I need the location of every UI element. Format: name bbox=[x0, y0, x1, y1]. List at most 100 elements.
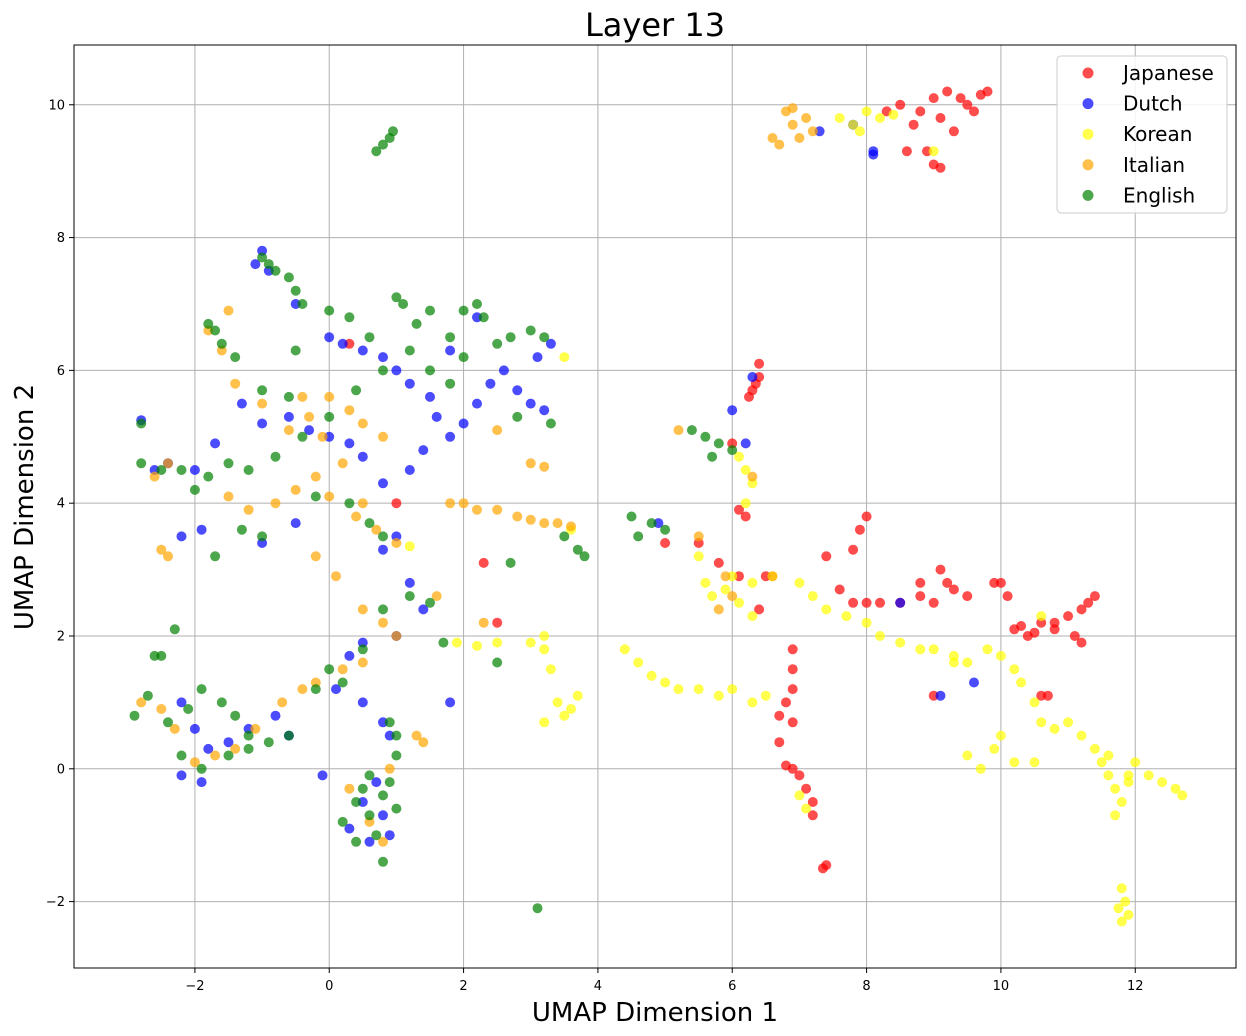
series-dutch bbox=[136, 119, 979, 847]
italian-point bbox=[230, 743, 241, 754]
italian-point bbox=[297, 684, 308, 695]
italian-point bbox=[317, 431, 328, 442]
italian-point bbox=[566, 521, 576, 532]
korean-point bbox=[848, 119, 859, 130]
english-point bbox=[210, 325, 221, 336]
english-point bbox=[445, 332, 456, 343]
japanese-point bbox=[975, 89, 986, 100]
y-tick-label: −2 bbox=[46, 895, 65, 910]
korean-point bbox=[915, 644, 926, 655]
dutch-point bbox=[250, 259, 261, 270]
korean-point bbox=[713, 690, 724, 701]
korean-point bbox=[1016, 677, 1027, 688]
english-point bbox=[425, 305, 435, 316]
korean-point bbox=[1170, 783, 1181, 794]
english-point bbox=[686, 425, 697, 436]
english-point bbox=[478, 312, 489, 323]
japanese-point bbox=[848, 544, 859, 555]
english-point bbox=[230, 352, 241, 363]
english-point bbox=[176, 465, 187, 475]
english-point bbox=[505, 557, 516, 568]
korean-point bbox=[673, 684, 684, 695]
italian-point bbox=[149, 471, 160, 482]
korean-point bbox=[559, 710, 570, 721]
english-point bbox=[136, 418, 147, 429]
legend-label-japanese: Japanese bbox=[1121, 61, 1214, 85]
y-axis-label: UMAP Dimension 2 bbox=[10, 384, 40, 630]
legend: Japanese Dutch Korean Italian English bbox=[1056, 55, 1228, 214]
korean-point bbox=[1116, 883, 1127, 894]
english-point bbox=[391, 730, 402, 741]
italian-point bbox=[727, 591, 738, 602]
italian-point bbox=[371, 524, 382, 535]
english-point bbox=[579, 551, 590, 562]
english-point bbox=[646, 518, 657, 529]
dutch-point bbox=[404, 465, 415, 475]
japanese-point bbox=[908, 119, 919, 130]
italian-point bbox=[774, 139, 785, 150]
korean-point bbox=[1096, 757, 1107, 768]
y-tick-label: 10 bbox=[48, 98, 65, 113]
korean-point bbox=[740, 465, 751, 475]
dutch-point bbox=[969, 677, 979, 688]
korean-point bbox=[975, 763, 986, 774]
italian-point bbox=[767, 133, 778, 143]
japanese-point bbox=[801, 783, 812, 794]
dutch-point bbox=[525, 398, 536, 409]
dutch-point bbox=[378, 544, 388, 555]
dutch-point bbox=[378, 810, 388, 821]
japanese-point bbox=[861, 511, 872, 522]
korean-point bbox=[1009, 757, 1020, 768]
korean-point bbox=[1130, 757, 1141, 768]
japanese-point bbox=[948, 126, 959, 137]
english-point bbox=[236, 524, 247, 535]
japanese-point bbox=[962, 591, 973, 602]
italian-point bbox=[391, 631, 402, 641]
italian-point bbox=[304, 411, 315, 422]
italian-point bbox=[411, 730, 422, 741]
series-english bbox=[129, 126, 738, 914]
english-point bbox=[257, 385, 268, 396]
japanese-point bbox=[391, 498, 402, 509]
japanese-point bbox=[915, 106, 926, 117]
italian-point bbox=[357, 657, 368, 668]
english-point bbox=[364, 810, 375, 821]
english-point bbox=[539, 332, 550, 343]
korean-point bbox=[875, 113, 885, 123]
english-point bbox=[216, 697, 227, 708]
korean-point bbox=[525, 637, 536, 648]
korean-point bbox=[1029, 757, 1040, 768]
italian-point bbox=[492, 504, 503, 515]
legend-label-italian: Italian bbox=[1123, 153, 1185, 177]
english-point bbox=[290, 285, 301, 296]
english-point bbox=[378, 365, 388, 376]
english-point bbox=[297, 299, 308, 309]
italian-point bbox=[310, 471, 321, 482]
japanese-point bbox=[774, 710, 785, 721]
dutch-point bbox=[357, 345, 368, 356]
japanese-point bbox=[734, 504, 744, 515]
korean-point bbox=[1103, 770, 1114, 781]
italian-point bbox=[492, 425, 503, 436]
english-point bbox=[351, 797, 362, 807]
english-point bbox=[364, 770, 375, 781]
dutch-point bbox=[176, 770, 187, 781]
italian-point bbox=[378, 836, 388, 847]
english-point bbox=[425, 597, 435, 608]
x-tick-label: 10 bbox=[993, 979, 1010, 994]
korean-point bbox=[1103, 750, 1114, 761]
dutch-point bbox=[935, 690, 946, 701]
japanese-point bbox=[935, 162, 946, 173]
korean-point bbox=[834, 113, 845, 123]
dutch-point bbox=[431, 411, 442, 422]
italian-point bbox=[357, 604, 368, 615]
english-point bbox=[445, 378, 456, 389]
dutch-point bbox=[210, 438, 221, 449]
dutch-point bbox=[344, 823, 355, 834]
korean-point bbox=[1123, 777, 1134, 788]
korean-point bbox=[1157, 777, 1168, 788]
korean-point bbox=[861, 106, 872, 117]
italian-point bbox=[290, 484, 301, 495]
italian-point bbox=[787, 119, 798, 130]
korean-point bbox=[747, 611, 758, 622]
